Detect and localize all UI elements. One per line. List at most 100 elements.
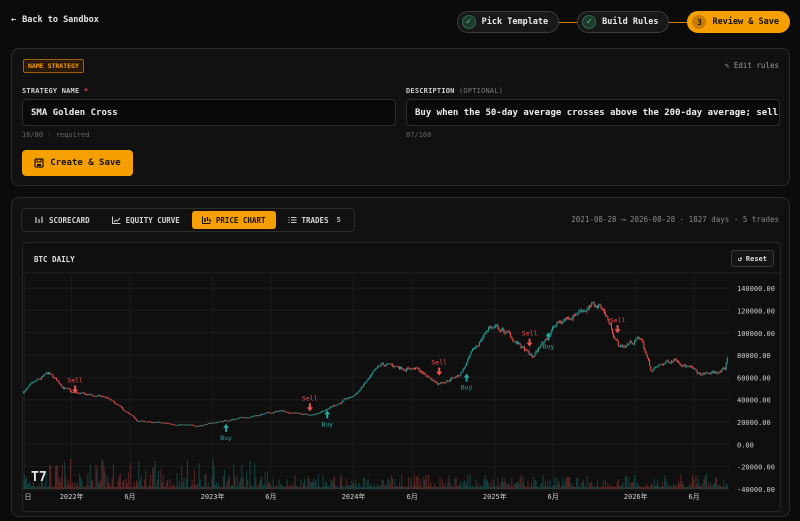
candle-body <box>563 320 565 322</box>
volume-bar <box>261 476 263 489</box>
candle-body <box>38 378 40 380</box>
volume-bar <box>349 485 351 489</box>
volume-bar <box>634 474 636 489</box>
reset-zoom-button[interactable]: ↺ Reset <box>730 250 774 267</box>
volume-bar <box>708 482 710 489</box>
candle-body <box>447 380 449 382</box>
candle-body <box>636 338 638 341</box>
volume-bar <box>475 479 477 489</box>
candle-body <box>197 426 199 427</box>
candle-body <box>489 326 491 328</box>
candle-body <box>552 326 554 328</box>
volume-bar <box>547 481 549 489</box>
volume-bar <box>266 470 268 489</box>
volume-bar <box>34 486 36 489</box>
volume-bar <box>689 482 691 489</box>
candle-body <box>376 366 378 369</box>
y-tick-label: 0.00 <box>737 441 754 449</box>
volume-bar <box>114 486 116 489</box>
check-icon: ✓ <box>461 15 476 29</box>
back-to-sandbox-link[interactable]: ← Back to Sandbox <box>11 15 99 25</box>
step-number: 3 <box>692 15 707 29</box>
candle-body <box>512 337 514 341</box>
volume-bar <box>480 485 482 489</box>
volume-bar <box>378 486 380 489</box>
candle-body <box>152 422 154 424</box>
volume-bar <box>492 478 494 489</box>
volume-bar <box>173 484 175 489</box>
tab-price-chart[interactable]: PRICE CHART <box>191 211 276 229</box>
candle-body <box>63 386 65 389</box>
volume-bar <box>470 486 472 489</box>
volume-bar <box>581 482 583 489</box>
y-tick-label: 80000.00 <box>737 352 771 360</box>
volume-bar <box>597 480 599 489</box>
volume-bar <box>467 475 469 489</box>
candle-body <box>327 409 329 410</box>
volume-bar <box>635 486 637 489</box>
tab-scorecard[interactable]: SCORECARD <box>25 211 100 229</box>
candle-body <box>322 411 324 412</box>
step-build-rules[interactable]: ✓ Build Rules <box>577 11 670 33</box>
y-tick-label: 120000.00 <box>737 307 775 315</box>
description-label-text: DESCRIPTION <box>406 87 455 95</box>
candle-body <box>415 367 417 370</box>
candle-body <box>204 424 206 426</box>
edit-rules-link[interactable]: ✎ Edit rules <box>725 61 779 70</box>
candle-body <box>504 331 506 334</box>
volume-bar <box>693 478 695 489</box>
candle-body <box>599 304 601 306</box>
candle-body <box>114 401 116 404</box>
candle-body <box>488 327 490 331</box>
candle-body <box>357 392 359 394</box>
volume-bar <box>152 467 154 489</box>
y-tick-label: 20000.00 <box>737 419 771 427</box>
volume-bar <box>228 474 230 489</box>
volume-bar <box>559 486 561 489</box>
volume-bar <box>240 478 242 489</box>
volume-bar <box>354 479 356 489</box>
volume-bar <box>469 474 471 489</box>
candle-body <box>551 327 553 331</box>
candle-body <box>705 372 707 374</box>
volume-bar <box>426 485 428 489</box>
strategy-name-label-text: STRATEGY NAME <box>22 87 80 95</box>
price-chart[interactable]: BTC DAILY ↺ Reset 140000.00 120000.00 1000… <box>22 242 781 512</box>
candle-body <box>334 405 336 407</box>
candle-body <box>109 398 111 400</box>
candle-body <box>718 371 720 374</box>
candle-body <box>673 359 675 362</box>
sell-arrow-icon <box>306 403 313 412</box>
volume-bar <box>283 486 285 489</box>
volume-bar <box>287 485 289 489</box>
volume-bar <box>710 482 712 489</box>
candlestick-plot[interactable]: 140000.00 120000.00 100000.00 80000.00 60000… <box>23 243 780 511</box>
step-review-save[interactable]: 3 Review & Save <box>687 11 790 33</box>
candle-body <box>314 414 316 416</box>
volume-bar <box>578 486 580 489</box>
candle-body <box>726 357 728 364</box>
candle-body <box>389 363 391 365</box>
volume-bar <box>192 484 194 489</box>
volume-bar <box>555 485 557 489</box>
tab-trades[interactable]: TRADES 5 <box>278 211 351 229</box>
step-pick-template[interactable]: ✓ Pick Template <box>456 11 560 33</box>
volume-bar <box>248 486 250 489</box>
candle-body <box>544 339 546 341</box>
strategy-name-input[interactable]: SMA Golden Cross <box>22 99 396 126</box>
volume-bar <box>605 479 607 489</box>
volume-bar <box>405 486 407 489</box>
candle-body <box>719 371 721 373</box>
candle-body <box>493 327 495 328</box>
candle-body <box>169 423 171 425</box>
results-tabs: SCORECARD EQUITY CURVE PRICE CHART TRADE… <box>21 208 355 232</box>
volume-bar <box>28 483 30 489</box>
candle-body <box>481 339 483 342</box>
candle-body <box>336 404 338 406</box>
create-save-button[interactable]: Create & Save <box>22 150 133 176</box>
description-input[interactable]: Buy when the 50-day average crosses abov… <box>406 99 780 126</box>
tab-equity-curve[interactable]: EQUITY CURVE <box>102 211 190 229</box>
candle-body <box>105 396 107 398</box>
volume-bar <box>338 486 340 489</box>
volume-bar <box>627 486 629 489</box>
